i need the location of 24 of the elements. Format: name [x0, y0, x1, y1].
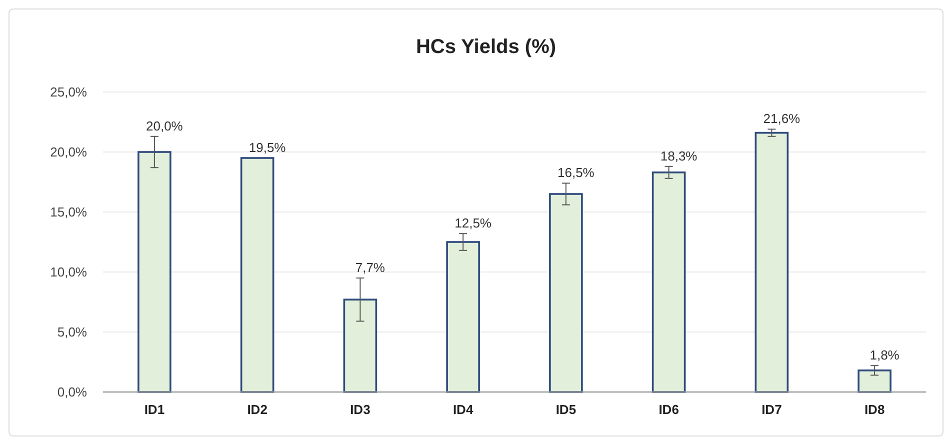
y-tick-label: 5,0%	[57, 324, 88, 340]
data-label: 16,5%	[558, 165, 595, 180]
x-tick-label: ID4	[452, 402, 474, 417]
data-label: 18,3%	[660, 148, 698, 164]
x-tick-label: ID8	[864, 402, 885, 417]
y-tick-label: 10,0%	[50, 264, 88, 280]
x-tick-label: ID2	[247, 402, 268, 417]
y-tick-label: 0,0%	[57, 384, 88, 400]
data-label: 1,8%	[870, 348, 900, 363]
chart-title: HCs Yields (%)	[416, 36, 556, 58]
data-label: 21,6%	[763, 111, 801, 126]
data-label: 20,0%	[146, 118, 184, 134]
data-label: 19,5%	[248, 140, 286, 155]
data-label: 12,5%	[454, 216, 492, 231]
x-tick-label: ID6	[658, 402, 679, 417]
bar	[858, 370, 892, 393]
x-tick-label: ID5	[556, 402, 576, 417]
x-tick-label: ID1	[144, 402, 165, 417]
y-tick-label: 15,0%	[50, 204, 88, 220]
data-label: 7,7%	[355, 260, 386, 275]
y-tick-label: 25,0%	[50, 84, 88, 100]
y-tick-label: 20,0%	[50, 144, 88, 160]
x-tick-label: ID3	[350, 402, 370, 417]
x-tick-label: ID7	[762, 402, 782, 417]
